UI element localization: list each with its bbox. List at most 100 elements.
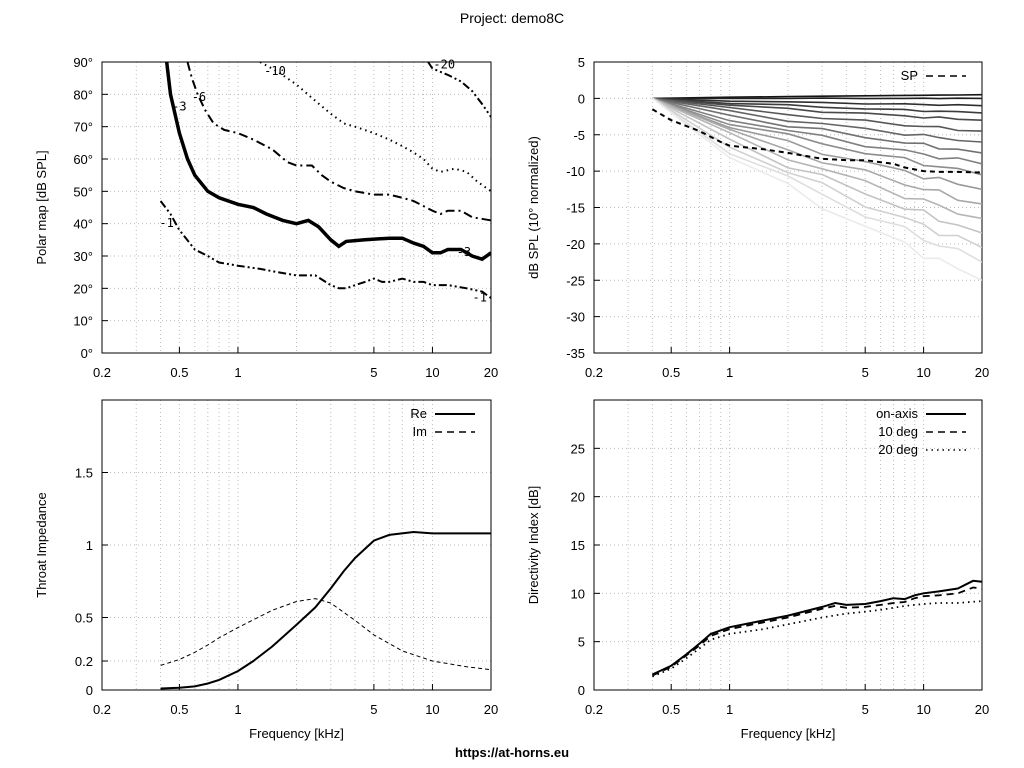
y-tick-label: 0.2 <box>75 654 93 669</box>
y-axis-label: Polar map [dB SPL] <box>34 150 49 264</box>
y-tick-label: -10 <box>566 164 585 179</box>
x-tick-label: 0.5 <box>170 702 188 717</box>
polar-response-curve <box>652 97 982 176</box>
footer-url[interactable]: https://at-horns.eu <box>455 745 569 760</box>
y-tick-label: 0 <box>86 683 93 698</box>
contour-label: -1 <box>159 216 173 230</box>
legend-label-Im: Im <box>413 424 427 439</box>
polar-response-curve <box>652 97 982 107</box>
x-tick-label: 0.5 <box>170 365 188 380</box>
contour-line <box>259 62 491 193</box>
contour-label: -1 <box>472 290 486 304</box>
sp-curve <box>651 108 982 174</box>
x-tick-label: 1 <box>726 365 733 380</box>
legend-label-Re: Re <box>410 406 427 421</box>
polar-response-curve <box>651 97 982 282</box>
y-tick-label: 10 <box>571 586 585 601</box>
polar-response-curve <box>651 97 982 263</box>
y-tick-label: 80° <box>73 87 93 102</box>
legend-label-10-deg: 10 deg <box>878 424 918 439</box>
polar-response-curve <box>652 97 982 205</box>
x-tick-label: 20 <box>484 702 498 717</box>
polar-response-curve <box>652 97 982 114</box>
plot-area <box>651 579 982 678</box>
contour-line <box>186 62 491 222</box>
polar-response-curve <box>652 93 982 100</box>
y-axis-label: Throat Impedance <box>34 492 49 598</box>
y-tick-label: -20 <box>566 237 585 252</box>
x-axis-label: Frequency [kHz] <box>249 726 344 741</box>
chart-polar: 0.2 0.5 1 5 10 20 0° 10° 20° 30° 40° 50° 60° 70° 80° 90… <box>34 55 498 380</box>
polar-response-curve <box>652 97 982 143</box>
polar-response-curve <box>652 97 982 100</box>
plot-frame <box>593 61 983 354</box>
x-tick-label: 1 <box>234 702 241 717</box>
plot-frame <box>101 61 492 354</box>
y-tick-label: 0 <box>578 91 585 106</box>
x-tick-label: 0.2 <box>93 365 111 380</box>
y-tick-label: 20° <box>73 281 93 296</box>
x-tick-label: 0.5 <box>662 702 680 717</box>
legend-label-on-axis: on-axis <box>876 406 918 421</box>
y-tick-label: 15 <box>571 538 585 553</box>
x-tick-label: 5 <box>862 365 869 380</box>
plot-area <box>651 93 982 282</box>
y-tick-label: 10° <box>73 314 93 329</box>
chart-spl: 0.2 0.5 1 5 10 20 -35 -30 -25 -20 -15 -10 -5 0 5 dB SPL… <box>526 55 989 380</box>
legend-label-SP: SP <box>901 68 918 83</box>
y-tick-label: 5 <box>578 635 585 650</box>
y-tick-label: 20 <box>571 490 585 505</box>
polar-response-curve <box>652 97 982 121</box>
contour-line <box>159 200 491 299</box>
y-tick-label: 0 <box>578 683 585 698</box>
y-tick-label: 70° <box>73 120 93 135</box>
y-tick-label: 90° <box>73 55 93 70</box>
y-tick-label: 40° <box>73 217 93 232</box>
y-tick-label: -30 <box>566 310 585 325</box>
x-tick-label: 5 <box>862 702 869 717</box>
y-tick-label: -15 <box>566 201 585 216</box>
polar-response-curve <box>652 97 982 165</box>
y-tick-label: 25 <box>571 441 585 456</box>
x-tick-label: 1 <box>726 702 733 717</box>
y-axis-label: dB SPL (10° normalized) <box>526 136 541 279</box>
x-tick-label: 20 <box>975 365 989 380</box>
contour-label: -10 <box>264 64 286 78</box>
contour-line <box>164 62 491 262</box>
x-tick-label: 20 <box>975 702 989 717</box>
y-tick-label: 0° <box>81 346 93 361</box>
x-tick-label: 10 <box>916 702 930 717</box>
x-tick-label: 5 <box>370 365 377 380</box>
x-tick-label: 5 <box>370 702 377 717</box>
x-tick-label: 0.5 <box>662 365 680 380</box>
y-tick-label: 1 <box>86 538 93 553</box>
contour-label: -6 <box>192 90 206 104</box>
series-on-axis <box>651 579 982 676</box>
y-tick-label: 30° <box>73 249 93 264</box>
polar-response-curve <box>652 97 982 154</box>
series-Re <box>160 530 491 690</box>
y-tick-label: 50° <box>73 184 93 199</box>
y-tick-label: 60° <box>73 152 93 167</box>
page-title: Project: demo8C <box>460 10 564 26</box>
series-10-deg <box>652 586 982 677</box>
contour-label: -20 <box>433 57 455 71</box>
polar-response-curve <box>652 97 982 191</box>
x-axis-label: Frequency [kHz] <box>741 726 836 741</box>
x-tick-label: 10 <box>425 365 439 380</box>
x-tick-label: 10 <box>425 702 439 717</box>
x-tick-label: 0.2 <box>93 702 111 717</box>
y-tick-label: 0.5 <box>75 611 93 626</box>
series-Im <box>160 598 491 671</box>
plot-area <box>159 62 491 299</box>
legend-label-20-deg: 20 deg <box>878 442 918 457</box>
y-tick-label: -25 <box>566 273 585 288</box>
contour-line <box>427 62 491 118</box>
polar-response-curve <box>652 97 982 132</box>
y-tick-label: 1.5 <box>75 466 93 481</box>
chart-panels: 0.2 0.5 1 5 10 200°10°20°30°40°50°60°70°80°90… <box>34 55 989 741</box>
y-tick-label: 5 <box>578 55 585 70</box>
